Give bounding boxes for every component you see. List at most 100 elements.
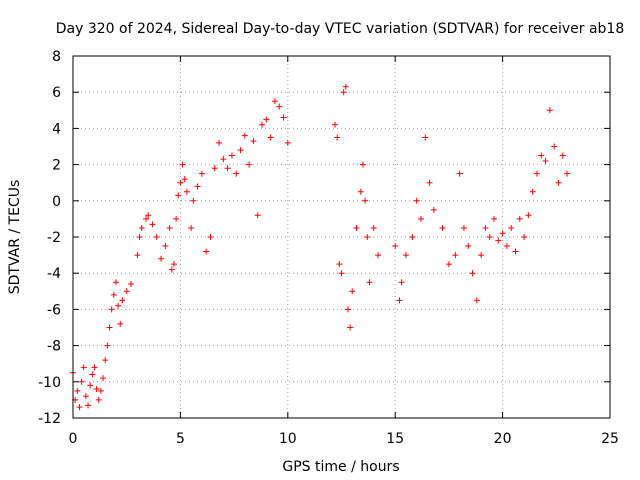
x-axis-label: GPS time / hours	[282, 459, 399, 475]
data-point-marker	[145, 212, 152, 219]
data-point-marker	[181, 176, 188, 183]
data-point-marker	[241, 132, 248, 139]
data-point-marker	[512, 248, 519, 255]
data-point-marker	[533, 170, 540, 177]
data-point-marker	[503, 243, 510, 250]
x-tick-label: 15	[386, 431, 404, 447]
data-point-marker	[452, 252, 459, 259]
data-point-marker	[153, 234, 160, 240]
data-point-marker	[115, 302, 122, 309]
data-point-marker	[555, 179, 562, 186]
data-point-marker	[445, 261, 452, 268]
x-tick-label: 20	[494, 431, 512, 447]
data-point-marker	[136, 234, 143, 240]
data-point-marker	[375, 252, 382, 259]
data-point-marker	[216, 139, 223, 146]
data-point-marker	[207, 234, 214, 240]
data-point-marker	[91, 364, 98, 371]
data-point-marker	[347, 324, 354, 331]
y-tick-label: -12	[38, 411, 61, 427]
data-point-marker	[508, 224, 515, 231]
data-point-marker	[362, 197, 369, 204]
data-point-marker	[398, 279, 405, 286]
data-point-marker	[233, 170, 240, 177]
data-point-marker	[546, 107, 553, 114]
data-point-marker	[460, 224, 467, 231]
data-point-marker	[78, 378, 85, 385]
data-point-marker	[143, 215, 150, 222]
data-point-marker	[430, 206, 437, 213]
y-tick-label: 2	[52, 158, 61, 174]
data-point-marker	[100, 375, 107, 382]
data-point-marker	[542, 157, 549, 164]
data-point-marker	[334, 134, 341, 141]
data-point-marker	[76, 404, 83, 411]
data-point-marker	[342, 83, 349, 90]
data-point-marker	[413, 197, 420, 204]
data-point-marker	[402, 252, 409, 259]
data-point-marker	[220, 156, 227, 163]
y-tick-label: 8	[52, 49, 61, 65]
data-point-marker	[473, 297, 480, 304]
data-point-marker	[366, 279, 373, 286]
data-point-marker	[417, 215, 424, 222]
data-point-marker	[117, 320, 124, 327]
data-point-marker	[263, 116, 270, 123]
data-point-marker	[173, 215, 180, 222]
x-tick-label: 25	[601, 431, 619, 447]
data-point-marker	[456, 170, 463, 177]
data-point-marker	[359, 161, 366, 168]
data-point-marker	[332, 121, 339, 128]
data-point-marker	[516, 215, 523, 222]
chart-title: Day 320 of 2024, Sidereal Day-to-day VTE…	[56, 21, 625, 37]
y-tick-label: -8	[47, 339, 61, 355]
data-point-marker	[175, 192, 182, 199]
plot-frame	[72, 55, 611, 419]
data-point-marker	[224, 165, 231, 172]
data-point-marker	[134, 252, 141, 259]
data-point-marker	[188, 224, 195, 231]
data-point-marker	[93, 386, 100, 393]
data-point-marker	[246, 161, 253, 168]
data-point-marker	[276, 103, 283, 110]
data-point-marker	[89, 371, 96, 378]
y-tick-label: 4	[52, 121, 61, 137]
x-tick-label: 10	[279, 431, 297, 447]
data-point-marker	[149, 221, 156, 228]
data-point-marker	[521, 234, 528, 240]
data-point-marker	[396, 297, 403, 304]
data-point-marker	[426, 179, 433, 186]
y-tick-label: 0	[52, 194, 61, 210]
data-point-marker	[211, 165, 218, 172]
data-point-marker	[85, 402, 92, 409]
y-tick-label: -4	[47, 266, 61, 282]
data-point-marker	[482, 224, 489, 231]
y-tick-label: 6	[52, 85, 61, 101]
data-point-marker	[194, 183, 201, 190]
data-point-marker	[529, 188, 536, 195]
x-tick-label: 5	[176, 431, 185, 447]
axis-layer: 0 5 10 15 20 25 -12 -10 -8 -6 -4 -2 0 2 4 6 8	[38, 49, 619, 447]
data-point-marker	[284, 139, 291, 146]
data-point-marker	[349, 288, 356, 295]
y-tick-label: -10	[38, 375, 61, 391]
data-point-marker	[87, 382, 94, 389]
data-point-marker	[340, 89, 347, 96]
data-point-marker	[364, 234, 371, 240]
data-point-marker	[559, 152, 566, 159]
data-point-marker	[259, 121, 266, 128]
data-point-marker	[138, 224, 145, 231]
data-point-marker	[465, 243, 472, 250]
data-point-marker	[104, 342, 111, 349]
data-point-marker	[203, 248, 210, 255]
data-point-marker	[495, 237, 502, 244]
data-point-marker	[179, 161, 186, 168]
x-tick-label: 0	[69, 431, 78, 447]
data-point-marker	[491, 215, 498, 222]
data-point-marker	[95, 396, 102, 403]
data-point-marker	[228, 152, 235, 159]
y-axis-label: SDTVAR / TECUs	[7, 180, 23, 295]
data-point-marker	[538, 152, 545, 159]
data-point-marker	[97, 387, 104, 394]
data-point-marker	[525, 212, 532, 219]
